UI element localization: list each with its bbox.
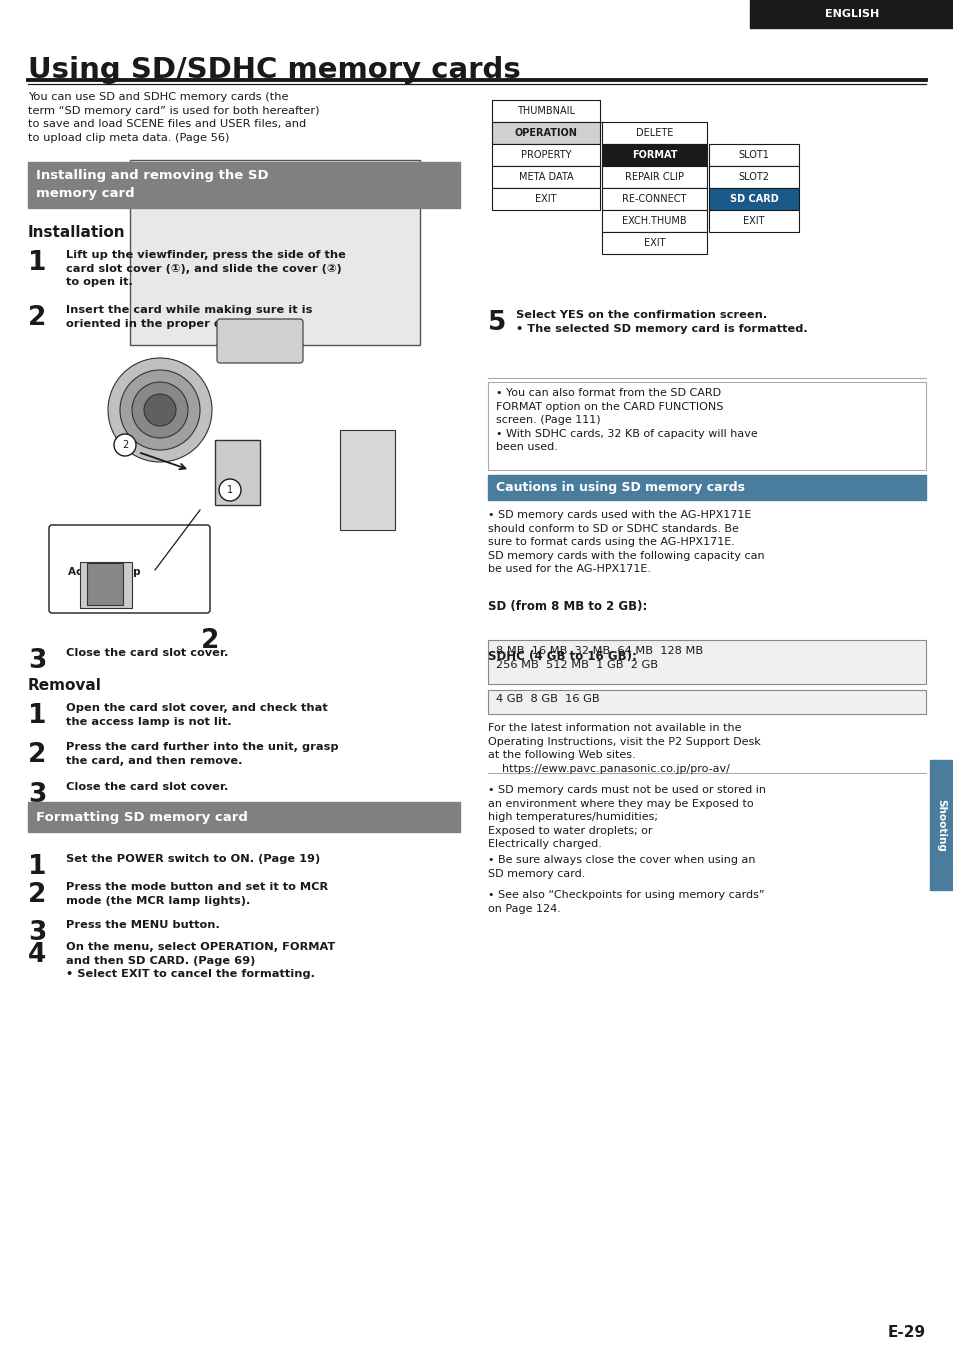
Text: 8 MB  16 MB  32 MB  64 MB  128 MB
256 MB  512 MB  1 GB  2 GB: 8 MB 16 MB 32 MB 64 MB 128 MB 256 MB 512… xyxy=(496,646,702,670)
Bar xyxy=(339,431,395,529)
Text: Removal: Removal xyxy=(28,678,102,693)
Bar xyxy=(601,188,706,210)
FancyBboxPatch shape xyxy=(49,525,210,613)
Text: FORMAT: FORMAT xyxy=(631,150,677,160)
Text: SLOT1: SLOT1 xyxy=(738,150,769,160)
Text: EXCH.THUMB: EXCH.THUMB xyxy=(621,217,686,226)
Text: Select YES on the confirmation screen.
• The selected SD memory card is formatte: Select YES on the confirmation screen. •… xyxy=(516,310,807,333)
Text: 2: 2 xyxy=(28,305,47,330)
Bar xyxy=(488,382,925,470)
Text: 1: 1 xyxy=(227,485,233,496)
Text: Formatting SD memory card: Formatting SD memory card xyxy=(36,811,248,823)
Text: Close the card slot cover.: Close the card slot cover. xyxy=(66,783,228,792)
Bar xyxy=(488,475,925,500)
Text: 3: 3 xyxy=(28,783,47,808)
Text: EXIT: EXIT xyxy=(643,238,664,248)
Bar xyxy=(80,562,132,608)
Circle shape xyxy=(120,370,200,450)
Circle shape xyxy=(108,357,212,462)
Text: Press the mode button and set it to MCR
mode (the MCR lamp lights).: Press the mode button and set it to MCR … xyxy=(66,881,328,906)
Bar xyxy=(130,160,419,345)
Text: SDHC (4 GB to 16 GB):: SDHC (4 GB to 16 GB): xyxy=(488,650,637,663)
Text: Using SD/SDHC memory cards: Using SD/SDHC memory cards xyxy=(28,56,520,84)
Text: E-29: E-29 xyxy=(887,1326,925,1340)
Bar xyxy=(708,144,799,167)
Text: • See also “Checkpoints for using memory cards”
on Page 124.: • See also “Checkpoints for using memory… xyxy=(488,890,763,914)
Bar xyxy=(601,122,706,144)
Bar xyxy=(488,691,925,714)
Bar xyxy=(492,122,599,144)
Text: Set the POWER switch to ON. (Page 19): Set the POWER switch to ON. (Page 19) xyxy=(66,854,320,864)
Text: For the latest information not available in the
Operating Instructions, visit th: For the latest information not available… xyxy=(488,723,760,773)
Text: • SD memory cards used with the AG-HPX171E
should conform to SD or SDHC standard: • SD memory cards used with the AG-HPX17… xyxy=(488,510,763,574)
Text: 1: 1 xyxy=(28,703,47,728)
Text: Installation: Installation xyxy=(28,225,126,240)
Text: Insert the card while making sure it is
oriented in the proper direction.: Insert the card while making sure it is … xyxy=(66,305,312,329)
Bar xyxy=(929,760,951,890)
Text: SD (from 8 MB to 2 GB):: SD (from 8 MB to 2 GB): xyxy=(488,600,647,613)
Circle shape xyxy=(113,435,136,456)
Text: EXIT: EXIT xyxy=(535,194,557,204)
Circle shape xyxy=(219,479,241,501)
Text: SD CARD: SD CARD xyxy=(729,194,778,204)
Bar xyxy=(601,144,706,167)
Text: 1: 1 xyxy=(28,854,47,880)
Text: OPERATION: OPERATION xyxy=(514,129,577,138)
Text: SLOT2: SLOT2 xyxy=(738,172,769,181)
Text: Access lamp: Access lamp xyxy=(68,567,140,577)
FancyBboxPatch shape xyxy=(216,320,303,363)
Text: DELETE: DELETE xyxy=(635,129,673,138)
Bar xyxy=(601,232,706,255)
Text: 2: 2 xyxy=(28,742,47,768)
Text: • Be sure always close the cover when using an
SD memory card.: • Be sure always close the cover when us… xyxy=(488,854,755,879)
Text: 2: 2 xyxy=(200,628,219,654)
Circle shape xyxy=(144,394,175,427)
Text: 4 GB  8 GB  16 GB: 4 GB 8 GB 16 GB xyxy=(496,695,599,704)
Bar xyxy=(488,640,925,684)
Bar xyxy=(87,563,123,605)
Bar xyxy=(28,802,459,831)
Bar xyxy=(28,162,459,209)
Text: Cautions in using SD memory cards: Cautions in using SD memory cards xyxy=(496,481,744,493)
Circle shape xyxy=(132,382,188,437)
Bar xyxy=(214,440,260,505)
Text: Lift up the viewfinder, press the side of the
card slot cover (①), and slide the: Lift up the viewfinder, press the side o… xyxy=(66,250,346,287)
Text: 2: 2 xyxy=(122,440,128,450)
Text: 3: 3 xyxy=(28,649,47,674)
Text: PROPERTY: PROPERTY xyxy=(520,150,571,160)
Text: 3: 3 xyxy=(28,919,47,946)
Text: • SD memory cards must not be used or stored in
an environment where they may be: • SD memory cards must not be used or st… xyxy=(488,785,765,849)
Text: THUMBNAIL: THUMBNAIL xyxy=(517,106,575,116)
Bar xyxy=(492,167,599,188)
Text: ENGLISH: ENGLISH xyxy=(824,9,879,19)
Text: 1: 1 xyxy=(28,250,47,276)
Text: 4: 4 xyxy=(28,942,46,968)
Bar xyxy=(708,188,799,210)
Text: Press the card further into the unit, grasp
the card, and then remove.: Press the card further into the unit, gr… xyxy=(66,742,338,765)
Text: 2: 2 xyxy=(28,881,47,909)
Text: • You can also format from the SD CARD
FORMAT option on the CARD FUNCTIONS
scree: • You can also format from the SD CARD F… xyxy=(496,389,757,452)
Text: Open the card slot cover, and check that
the access lamp is not lit.: Open the card slot cover, and check that… xyxy=(66,703,328,727)
Bar xyxy=(601,167,706,188)
Text: On the menu, select OPERATION, FORMAT
and then SD CARD. (Page 69)
• Select EXIT : On the menu, select OPERATION, FORMAT an… xyxy=(66,942,335,979)
Text: Installing and removing the SD
memory card: Installing and removing the SD memory ca… xyxy=(36,169,269,200)
Text: META DATA: META DATA xyxy=(518,172,573,181)
Bar xyxy=(708,210,799,232)
Bar xyxy=(492,100,599,122)
Text: Shooting: Shooting xyxy=(935,799,945,852)
Text: RE-CONNECT: RE-CONNECT xyxy=(621,194,686,204)
Bar xyxy=(492,144,599,167)
Text: Press the MENU button.: Press the MENU button. xyxy=(66,919,219,930)
Text: EXIT: EXIT xyxy=(742,217,764,226)
Bar xyxy=(708,167,799,188)
Text: You can use SD and SDHC memory cards (the
term “SD memory card” is used for both: You can use SD and SDHC memory cards (th… xyxy=(28,92,319,142)
Text: REPAIR CLIP: REPAIR CLIP xyxy=(624,172,683,181)
Text: 5: 5 xyxy=(488,310,506,336)
Bar xyxy=(601,210,706,232)
Bar xyxy=(749,0,953,28)
Text: Close the card slot cover.: Close the card slot cover. xyxy=(66,649,228,658)
Bar xyxy=(492,188,599,210)
